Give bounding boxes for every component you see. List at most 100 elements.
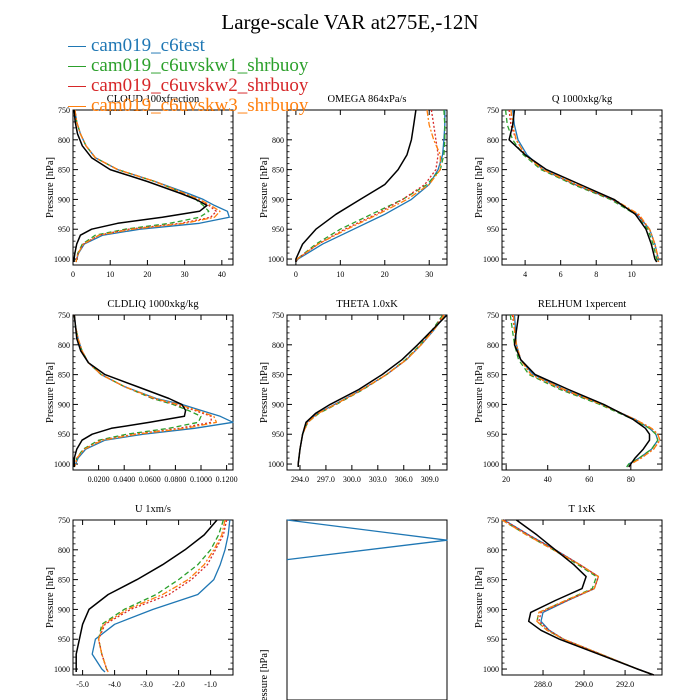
panel-title: T 1xK [569,504,596,515]
series-line [297,314,445,467]
x-tick-label: 0.1200 [216,475,238,484]
series-line [515,519,655,676]
y-tick-label: 800 [487,136,499,145]
x-tick-label: -1.0 [204,680,217,689]
plot-frame [286,314,448,471]
plot-frame [286,519,448,700]
legend-item: cam019_c6uvskw3_shrbuoy [68,96,308,116]
y-tick-label: 750 [487,516,499,525]
x-tick-label: 8 [594,270,598,279]
x-tick-label: -2.0 [172,680,185,689]
y-tick-label: 1000 [483,255,499,264]
chart-panel: CLOUD 100xfraction Pressure [hPa] 750 800 85… [45,94,234,279]
chart-panel: T 1xK Pressure [hPa] 750 800 850 900 950 1000 28… [474,504,663,689]
y-tick-label: 850 [272,371,284,380]
chart-panel: Pressure [hPa] [259,519,448,700]
y-tick-label: 750 [487,106,499,115]
y-tick-label: 1000 [483,460,499,469]
legend-swatch [68,106,86,108]
y-axis-label: Pressure [hPa] [474,157,485,218]
series-line [74,109,217,263]
x-tick-label: -3.0 [140,680,153,689]
x-tick-label: 0 [294,270,298,279]
y-tick-label: 750 [58,106,70,115]
series-line [74,109,221,263]
series-line [511,314,661,468]
plot-frame [501,519,663,676]
x-tick-label: 0.1000 [190,475,212,484]
legend-item: cam019_c6uvskw2_shrbuoy [68,76,308,96]
series-line [97,519,226,673]
y-tick-label: 950 [58,430,70,439]
y-tick-label: 800 [272,136,284,145]
y-tick-label: 800 [58,546,70,555]
x-tick-label: -4.0 [108,680,121,689]
series-line [512,314,661,468]
plot-frame [72,519,234,676]
chart-panel: CLDLIQ 1000xkg/kg Pressure [hPa] 750 800 850… [45,299,238,484]
y-tick-label: 1000 [483,665,499,674]
y-tick-label: 950 [58,225,70,234]
series-line [295,109,446,263]
y-tick-label: 900 [487,605,499,614]
y-tick-label: 1000 [54,665,70,674]
y-tick-label: 850 [487,576,499,585]
chart-panel: Q 1000xkg/kg Pressure [hPa] 750 800 850 900 95… [474,94,663,279]
y-axis-label: Pressure [hPa] [259,157,270,218]
series-line [297,314,445,467]
chart-panel: OMEGA 864xPa/s Pressure [hPa] 800 850 900 950… [259,94,448,279]
plot-frame [501,314,663,471]
panel-title: U 1xm/s [135,504,171,515]
series-line [75,519,218,672]
y-axis-label: Pressure [hPa] [45,567,56,628]
series-line [97,519,225,673]
panel-title: Q 1000xkg/kg [552,94,613,105]
series-line [73,109,208,262]
x-tick-label: 309.0 [421,475,439,484]
legend-item: cam019_c6test [68,36,308,56]
series-line [73,314,218,468]
x-tick-label: 80 [627,475,635,484]
panel-title: CLDLIQ 1000xkg/kg [107,299,199,310]
series-line [297,314,448,467]
x-tick-label: 10 [628,270,636,279]
y-tick-label: 900 [58,605,70,614]
y-tick-label: 950 [487,635,499,644]
x-tick-label: 20 [502,475,510,484]
chart-panel: U 1xm/s Pressure [hPa] 750 800 850 900 950 1000… [45,504,234,689]
x-tick-label: 30 [181,270,189,279]
y-tick-label: 1000 [268,255,284,264]
x-tick-label: 40 [544,475,552,484]
x-tick-label: 306.0 [395,475,413,484]
chart-panel: RELHUM 1xpercent Pressure [hPa] 750 800 850 9… [474,299,663,484]
x-tick-label: 0.0800 [164,475,186,484]
y-tick-label: 900 [58,400,70,409]
y-axis-label: Pressure [hPa] [259,650,270,700]
y-tick-label: 800 [487,546,499,555]
series-line [73,314,187,467]
series-line [74,109,210,263]
series-line [510,109,660,262]
y-tick-label: 900 [272,400,284,409]
legend-label: cam019_c6uvskw3_shrbuoy [91,95,309,116]
x-tick-label: 0 [71,270,75,279]
panel-title: CLOUD 100xfraction [107,94,200,105]
legend-label: cam019_c6uvskw2_shrbuoy [91,75,309,96]
legend-item: cam019_c6uvskw1_shrbuoy [68,56,308,76]
y-tick-label: 950 [487,225,499,234]
series-line [74,109,230,263]
x-tick-label: 0.0400 [113,475,135,484]
series-line [513,314,651,468]
legend-label: cam019_c6uvskw1_shrbuoy [91,55,309,76]
legend-swatch [68,86,86,88]
x-tick-label: 20 [381,270,389,279]
series-line [509,314,659,468]
x-tick-label: 40 [218,270,226,279]
y-tick-label: 1000 [54,255,70,264]
chart-panel: THETA 1.0xK Pressure [hPa] 750 800 850 900 950… [259,299,448,484]
x-tick-label: 10 [336,270,344,279]
series-line [512,109,660,262]
series-line [295,109,439,263]
series-line [295,110,446,263]
y-tick-label: 950 [487,430,499,439]
